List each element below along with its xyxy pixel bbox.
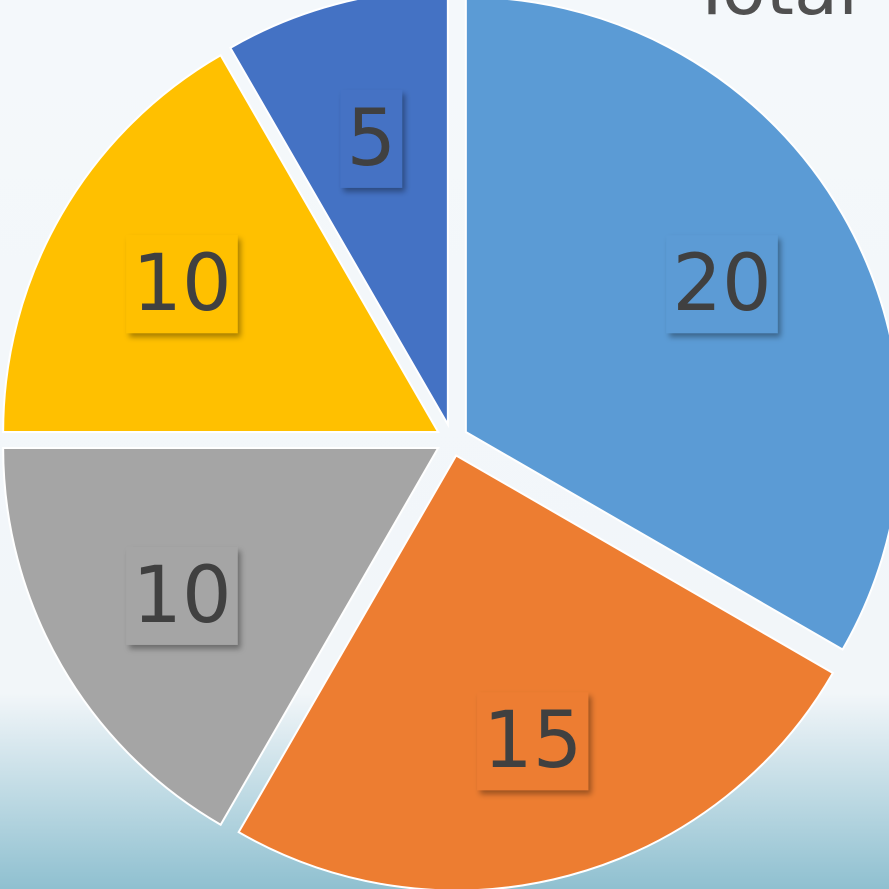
data-label: 5 [340,89,403,188]
data-label-box [340,89,403,188]
data-label: 15 [477,692,589,791]
data-label: 10 [126,235,238,334]
pie-slice [237,454,835,889]
data-label-text: 5 [346,94,396,184]
data-label-box [477,692,589,791]
data-label-text: 15 [483,696,582,786]
chart-title: Total [689,0,858,31]
data-label-text: 20 [672,239,771,329]
data-label-text: 10 [132,551,231,641]
data-label-box [126,235,238,334]
data-label-box [666,235,778,334]
data-label: 10 [126,546,238,645]
data-label: 20 [666,235,778,334]
data-label-box [126,546,238,645]
data-label-text: 10 [132,239,231,329]
